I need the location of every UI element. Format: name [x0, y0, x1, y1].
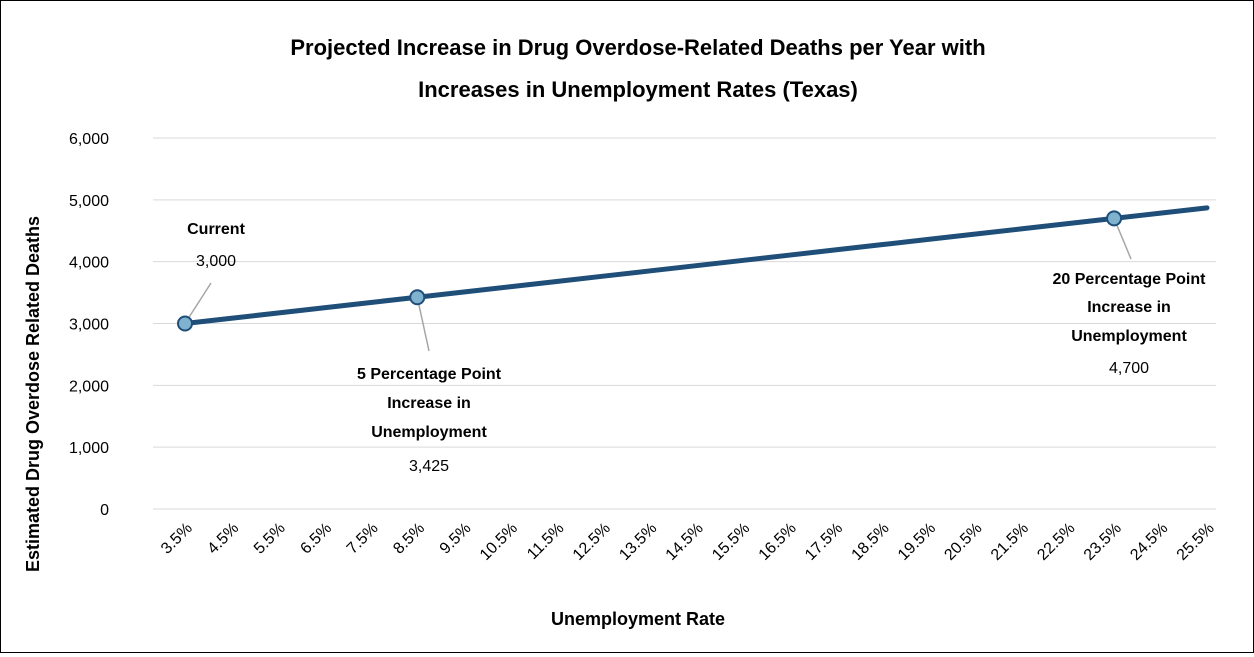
chart-title-line-1: Projected Increase in Drug Overdose-Rela…	[290, 35, 985, 60]
data-point-marker	[177, 315, 193, 332]
x-tick-label: 22.5%	[1034, 520, 1078, 564]
annotation-value: 4,700	[1109, 360, 1149, 377]
x-axis-title: Unemployment Rate	[551, 609, 725, 629]
x-tick-label: 16.5%	[756, 520, 800, 564]
y-tick-label: 2,000	[69, 378, 109, 395]
x-tick-label: 6.5%	[297, 520, 335, 558]
x-tick-label: 5.5%	[251, 520, 289, 558]
gridlines	[153, 137, 1216, 510]
annotation-leader	[416, 297, 430, 352]
y-axis-ticks: 0 1,000 2,000 3,000 4,000 5,000 6,000	[69, 131, 109, 519]
annotation-label: Current	[187, 221, 245, 238]
x-tick-label: 4.5%	[204, 520, 242, 558]
x-tick-label: 14.5%	[663, 520, 707, 564]
x-tick-label: 7.5%	[344, 520, 382, 558]
annotation-leader	[184, 282, 212, 324]
annotation-label: Unemployment	[1071, 328, 1187, 345]
x-axis-ticks: 3.5% 4.5% 5.5% 6.5% 7.5% 8.5% 9.5% 10.5% 11.5% 12…	[158, 520, 1218, 564]
y-tick-label: 1,000	[69, 440, 109, 457]
annotation-value: 3,425	[409, 458, 449, 475]
data-point-marker	[1106, 210, 1123, 227]
data-point-marker	[409, 289, 426, 306]
x-tick-label: 9.5%	[437, 520, 475, 558]
series-layer	[182, 205, 1210, 326]
x-tick-label: 10.5%	[477, 520, 521, 564]
x-tick-label: 3.5%	[158, 520, 196, 558]
x-tick-label: 25.5%	[1174, 520, 1218, 564]
annotation-label: 20 Percentage Point	[1053, 271, 1207, 288]
annotation-label: 5 Percentage Point	[357, 366, 502, 383]
x-tick-label: 23.5%	[1081, 520, 1125, 564]
x-tick-label: 13.5%	[616, 520, 660, 564]
x-tick-label: 24.5%	[1127, 520, 1171, 564]
series-line	[182, 205, 1210, 326]
y-tick-label: 0	[100, 502, 109, 519]
x-tick-label: 8.5%	[390, 520, 428, 558]
annotation-label: Increase in	[387, 395, 471, 412]
x-tick-label: 21.5%	[988, 520, 1032, 564]
annotation-label: Increase in	[1087, 299, 1171, 316]
x-tick-label: 11.5%	[524, 520, 567, 563]
x-tick-label: 19.5%	[895, 520, 939, 564]
annotation-value: 3,000	[196, 253, 236, 270]
x-tick-label: 15.5%	[709, 520, 753, 564]
annotations-layer: Current 3,000 5 Percentage Point Increase i…	[177, 210, 1207, 475]
x-tick-label: 20.5%	[941, 520, 985, 564]
x-tick-label: 17.5%	[802, 520, 846, 564]
y-tick-label: 3,000	[69, 317, 109, 334]
y-tick-label: 4,000	[69, 255, 109, 272]
y-axis-title: Estimated Drug Overdose Related Deaths	[23, 216, 43, 572]
y-tick-label: 6,000	[69, 131, 109, 148]
x-tick-label: 12.5%	[570, 520, 614, 564]
y-tick-label: 5,000	[69, 193, 109, 210]
chart-title-line-2: Increases in Unemployment Rates (Texas)	[418, 77, 858, 102]
annotation-label: Unemployment	[371, 424, 487, 441]
x-tick-label: 18.5%	[849, 520, 893, 564]
